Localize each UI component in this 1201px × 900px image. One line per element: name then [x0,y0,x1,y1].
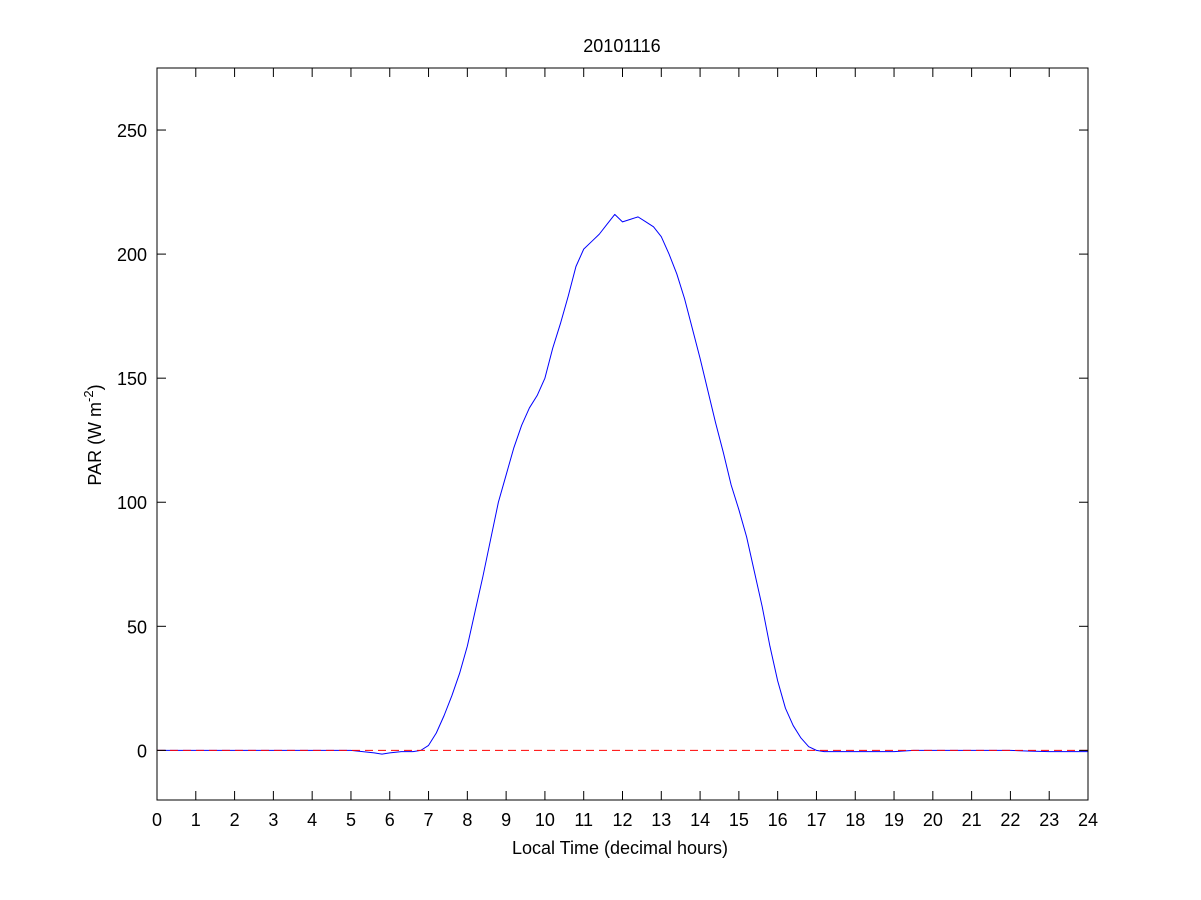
chart-title: 20101116 [583,36,660,56]
x-tick-label: 3 [268,810,278,830]
x-tick-label: 19 [884,810,904,830]
x-tick-label: 13 [651,810,671,830]
x-tick-label: 23 [1039,810,1059,830]
x-tick-label: 12 [612,810,632,830]
x-tick-label: 22 [1000,810,1020,830]
par-series-line [157,213,1088,755]
x-tick-label: 1 [191,810,201,830]
y-tick-label: 150 [117,369,147,389]
x-tick-label: 5 [346,810,356,830]
y-axis-label-closing: ) [85,384,105,390]
x-tick-label: 10 [535,810,555,830]
plot-area [157,68,1088,800]
y-axis-label-superscript: -2 [81,390,96,402]
tick-layer: 0 1 2 3 4 5 6 7 8 9 10 11 12 13 14 15 16 17 18 19 20 21 22 23 24… [117,68,1098,830]
y-axis-label: PAR (W m-2) [81,384,105,485]
y-tick-label: 250 [117,121,147,141]
x-tick-label: 6 [385,810,395,830]
x-tick-label: 15 [729,810,749,830]
x-tick-label: 24 [1078,810,1098,830]
x-tick-label: 20 [923,810,943,830]
y-tick-label: 0 [137,741,147,761]
x-tick-label: 9 [501,810,511,830]
x-tick-label: 7 [424,810,434,830]
x-tick-label: 16 [768,810,788,830]
x-tick-label: 11 [574,810,593,830]
x-axis-label: Local Time (decimal hours) [512,838,728,858]
y-tick-label: 100 [117,493,147,513]
x-tick-label: 14 [690,810,710,830]
series-layer [157,213,1088,755]
x-tick-label: 17 [806,810,826,830]
x-tick-label: 8 [462,810,472,830]
axes-box [156,67,1089,801]
x-tick-label: 4 [307,810,317,830]
x-tick-label: 0 [152,810,162,830]
x-tick-label: 18 [845,810,865,830]
y-axis-label-base: PAR (W m [85,402,105,486]
x-tick-label: 21 [962,810,982,830]
y-tick-label: 50 [127,617,147,637]
x-tick-label: 2 [230,810,240,830]
y-tick-label: 200 [117,245,147,265]
